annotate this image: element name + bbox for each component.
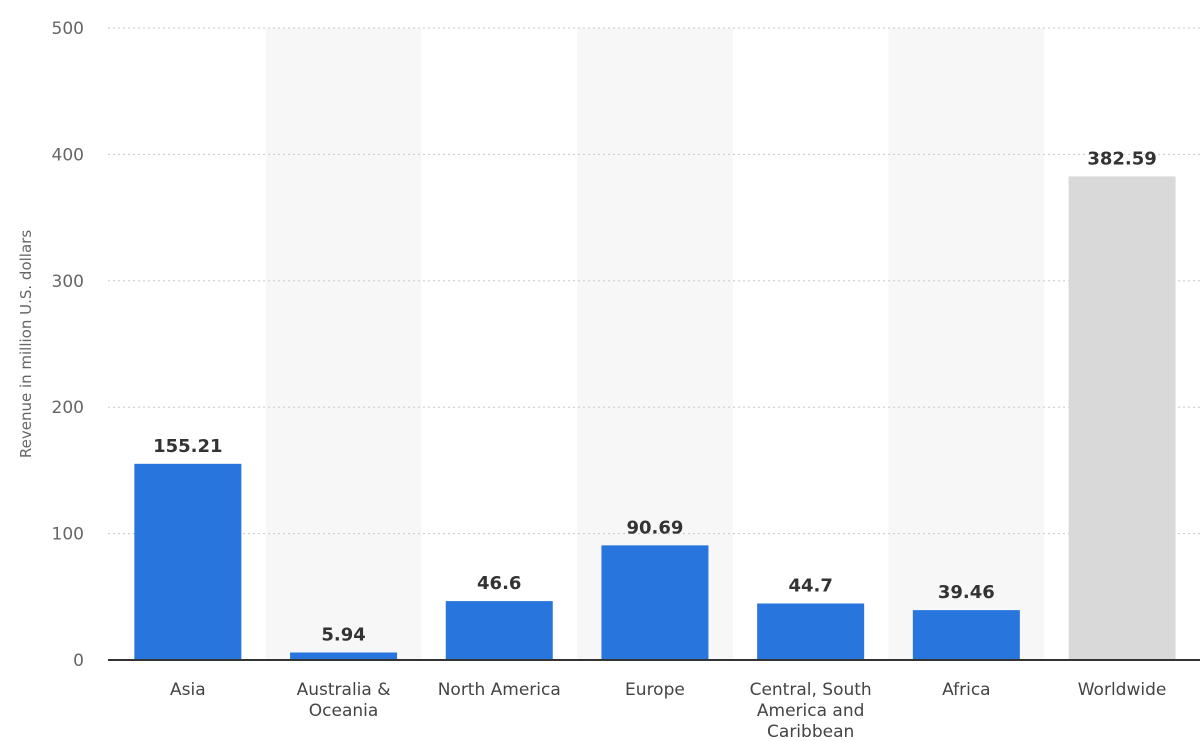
y-tick-label: 500 <box>52 19 84 39</box>
x-tick-label: Africa <box>942 680 991 700</box>
x-tick-label: Europe <box>625 680 685 700</box>
bar[interactable] <box>601 545 709 660</box>
x-tick-label: Asia <box>170 680 206 700</box>
y-axis-title: Revenue in million U.S. dollars <box>17 230 35 458</box>
value-label: 44.7 <box>788 575 832 596</box>
value-label: 90.69 <box>626 517 683 538</box>
y-tick-label: 100 <box>52 525 84 545</box>
category-labels: Asia Australia & Oceania North America Europ… <box>170 680 1166 741</box>
value-labels: 155.21 5.94 46.6 90.69 44.7 39.46 382.59 <box>153 148 1157 645</box>
bar[interactable] <box>134 463 242 660</box>
alternating-bands <box>265 28 1045 660</box>
value-label: 39.46 <box>938 582 995 603</box>
gridlines <box>108 27 1200 535</box>
value-label: 155.21 <box>153 436 222 457</box>
bar[interactable] <box>1068 176 1176 660</box>
bar[interactable] <box>445 601 553 660</box>
x-tick-label: North America <box>438 680 561 700</box>
y-tick-label: 200 <box>52 398 84 418</box>
bar[interactable] <box>757 603 865 660</box>
category-band <box>265 28 422 660</box>
y-tick-label: 0 <box>73 651 84 671</box>
x-tick-label: Australia & Oceania <box>297 680 391 721</box>
y-tick-label: 400 <box>52 145 84 165</box>
category-band <box>888 28 1045 660</box>
y-tick-label: 300 <box>52 272 84 292</box>
x-tick-label: Worldwide <box>1078 680 1167 700</box>
y-axis-ticks: 0 100 200 300 400 500 <box>52 19 84 671</box>
bars <box>134 176 1176 660</box>
value-label: 46.6 <box>477 573 521 594</box>
bar[interactable] <box>290 652 398 660</box>
x-tick-label: Central, South America and Caribbean <box>750 680 872 741</box>
bar[interactable] <box>912 610 1020 660</box>
value-label: 382.59 <box>1087 148 1156 169</box>
value-label: 5.94 <box>321 624 365 645</box>
